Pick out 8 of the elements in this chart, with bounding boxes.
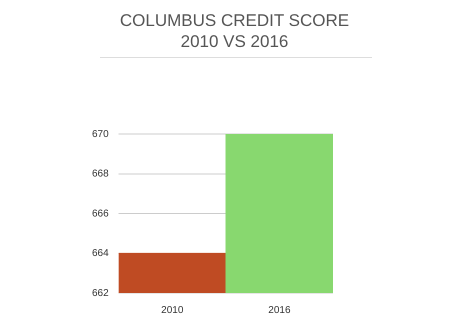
x-tick-label: 2010 (161, 304, 184, 316)
y-tick-label: 670 (92, 128, 110, 140)
y-tick-label: 668 (92, 168, 110, 180)
y-tick-label: 666 (92, 208, 110, 220)
y-tick-label: 662 (92, 288, 110, 299)
y-tick-label: 664 (92, 248, 110, 259)
x-tick-label: 2016 (268, 304, 291, 316)
chart-title: COLUMBUS CREDIT SCORE 2010 VS 2016 (118, 10, 350, 52)
